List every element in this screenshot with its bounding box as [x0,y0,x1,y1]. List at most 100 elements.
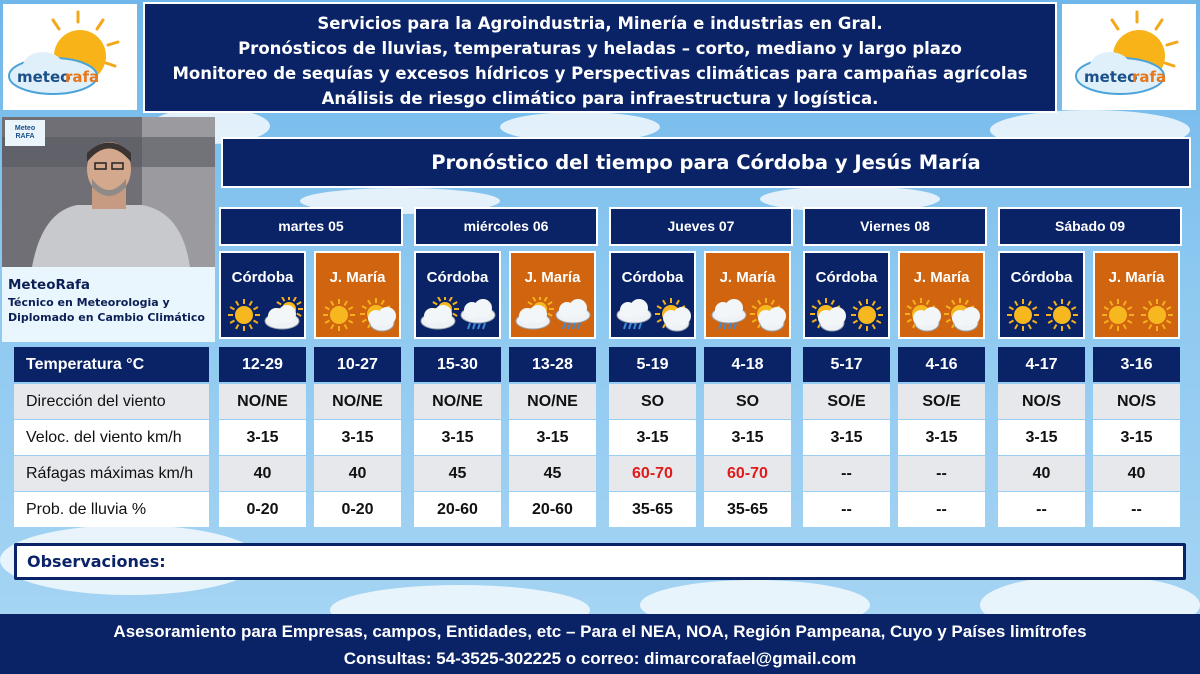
brand-logo: meteo rafa [1062,4,1196,110]
banner-line: Pronósticos de lluvias, temperaturas y h… [238,39,962,58]
table-cell: 40 [998,456,1085,491]
watermark-logo: Meteo RAFA [14,125,36,140]
partly-cloudy-icon [358,297,398,333]
page-title: Pronóstico del tiempo para Córdoba y Jes… [221,137,1191,188]
cloudy-icon [263,295,303,333]
sun-icon [224,297,264,333]
presenter-name: MeteoRafa [8,277,90,293]
table-cell: -- [803,492,890,527]
table-cell: SO [609,384,696,419]
table-cell: 3-15 [314,420,401,455]
table-cell: 0-20 [314,492,401,527]
city-jesus-maria: J. María [314,251,401,339]
observations-box: Observaciones: [14,543,1186,580]
city-name: J. María [913,269,970,286]
table-cell: NO/NE [509,384,596,419]
table-cell: 60-70 [704,456,791,491]
table-cell: 45 [509,456,596,491]
table-cell: 5-19 [609,347,696,382]
sun-icon [847,297,887,333]
table-cell: 4-17 [998,347,1085,382]
table-cell: 0-20 [219,492,306,527]
weather-icons [316,297,399,333]
presenter-desc: Diplomado en Cambio Climático [8,311,205,324]
sun-icon [1003,297,1043,333]
rain-cloud-icon [458,297,498,333]
table-cell: NO/NE [219,384,306,419]
table-cell: 12-29 [219,347,306,382]
table-cell: 35-65 [704,492,791,527]
city-cordoba: Córdoba [414,251,501,339]
table-cell: 20-60 [509,492,596,527]
table-cell: -- [998,492,1085,527]
city-name: Córdoba [621,269,684,286]
sun-icon [319,297,359,333]
presenter-desc: Técnico en Meteorologia y [8,296,170,309]
city-name: Córdoba [815,269,878,286]
banner-line: Servicios para la Agroindustria, Minería… [317,14,883,33]
table-cell: 5-17 [803,347,890,382]
weather-icons [1095,297,1178,333]
cloudy-icon [514,295,554,333]
row-label: Prob. de lluvia % [14,492,209,527]
city-cordoba: Córdoba [609,251,696,339]
day-header: miércoles 06 [414,207,598,246]
sun-icon [1137,297,1177,333]
table-cell: 3-15 [609,420,696,455]
city-jesus-maria: J. María [898,251,985,339]
table-cell: 3-15 [509,420,596,455]
table-cell: NO/S [998,384,1085,419]
partly-cloudy-icon [903,297,943,333]
footer-banner: Asesoramiento para Empresas, campos, Ent… [0,614,1200,674]
city-name: Córdoba [1010,269,1073,286]
partly-cloudy-icon [748,297,788,333]
table-cell: 13-28 [509,347,596,382]
weather-icons [611,297,694,333]
weather-icons [1000,297,1083,333]
weather-icons [416,295,499,333]
city-cordoba: Córdoba [998,251,1085,339]
table-cell: NO/S [1093,384,1180,419]
row-label: Ráfagas máximas km/h [14,456,209,491]
partly-cloudy-icon [942,297,982,333]
weather-icons [221,295,304,333]
table-cell: NO/NE [414,384,501,419]
table-cell: -- [1093,492,1180,527]
city-name: J. María [1108,269,1165,286]
presenter-info: MeteoRafa Técnico en Meteorologia y Dipl… [2,267,215,342]
table-cell: 60-70 [609,456,696,491]
table-cell: 3-15 [898,420,985,455]
table-cell: 35-65 [609,492,696,527]
table-cell: 3-15 [1093,420,1180,455]
row-label: Temperatura °C [14,347,209,382]
banner-line: Análisis de riesgo climático para infrae… [321,89,879,108]
city-name: J. María [719,269,776,286]
city-cordoba: Córdoba [219,251,306,339]
partly-cloudy-icon [808,297,848,333]
table-cell: 40 [219,456,306,491]
logo-text: meteo [17,68,70,86]
table-cell: 15-30 [414,347,501,382]
table-cell: -- [803,456,890,491]
table-cell: 3-15 [414,420,501,455]
table-cell: 40 [1093,456,1180,491]
table-cell: 20-60 [414,492,501,527]
logo-text: meteo [1084,68,1137,86]
city-cordoba: Córdoba [803,251,890,339]
city-jesus-maria: J. María [1093,251,1180,339]
table-cell: 3-15 [998,420,1085,455]
table-cell: SO [704,384,791,419]
city-name: J. María [524,269,581,286]
observations-label: Observaciones: [27,552,166,571]
weather-icons [511,295,594,333]
row-label: Dirección del viento [14,384,209,419]
cloudy-icon [419,295,459,333]
sun-icon [1098,297,1138,333]
day-header: Sábado 09 [998,207,1182,246]
weather-icons [900,297,983,333]
logo-text: rafa [1132,68,1166,86]
presenter-photo: Meteo RAFA [2,117,215,267]
table-cell: 45 [414,456,501,491]
footer-services: Asesoramiento para Empresas, campos, Ent… [113,622,1087,641]
weather-icons [706,297,789,333]
